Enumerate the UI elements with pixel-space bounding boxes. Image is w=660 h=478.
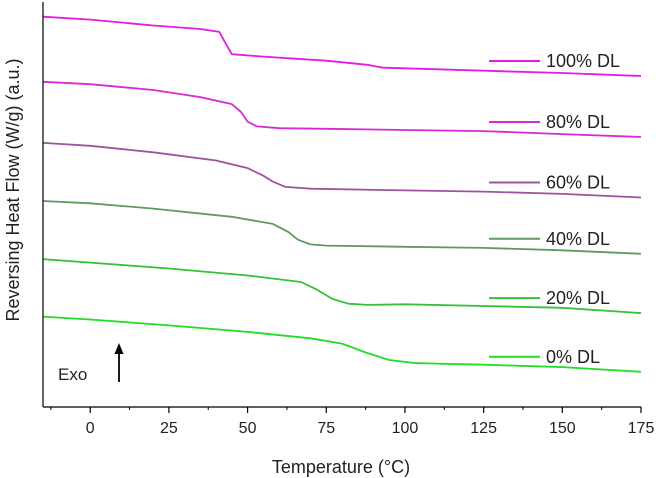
series-line	[42, 315, 642, 373]
x-tick-label: 175	[628, 420, 655, 437]
x-tick-label: 0	[86, 420, 95, 437]
x-tick-label: 125	[470, 420, 497, 437]
series-line	[42, 80, 642, 138]
x-tick-label: 100	[392, 420, 419, 437]
legend-label: 100% DL	[546, 51, 620, 71]
arrow-up-icon	[114, 343, 124, 382]
series-line	[42, 142, 642, 199]
legend-label: 20% DL	[546, 288, 610, 308]
legend-label: 80% DL	[546, 112, 610, 132]
x-tick-label: 50	[239, 420, 257, 437]
legend-label: 0% DL	[546, 347, 600, 367]
legend-label: 60% DL	[546, 172, 610, 192]
ticks-layer: 0 25 50 75 100 125 150 175	[50, 407, 655, 437]
series-layer	[42, 15, 642, 373]
y-axis-title: Reversing Heat Flow (W/g) (a.u.)	[3, 58, 23, 321]
series-line	[42, 200, 642, 255]
series-line	[42, 15, 642, 77]
legend-label: 40% DL	[546, 229, 610, 249]
axes-layer	[42, 2, 641, 408]
x-tick-label: 75	[317, 420, 335, 437]
series-line	[42, 258, 642, 314]
exo-annotation: Exo	[58, 365, 87, 384]
legend-layer: 100% DL 80% DL 60% DL 40% DL 20% DL 0% DL	[489, 51, 620, 367]
x-tick-label: 150	[549, 420, 576, 437]
x-axis-title: Temperature (°C)	[272, 457, 410, 477]
x-tick-label: 25	[160, 420, 178, 437]
